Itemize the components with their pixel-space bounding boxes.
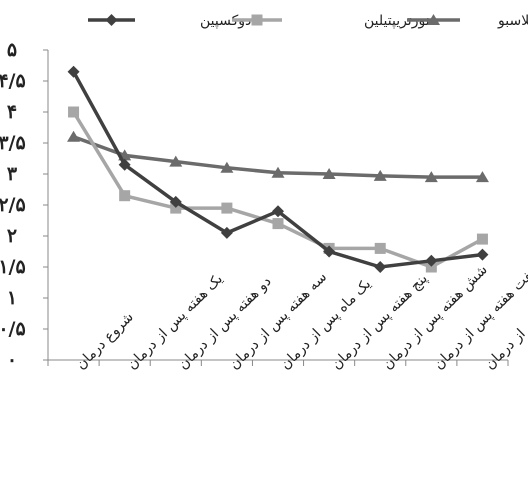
data-point [323, 245, 336, 258]
data-point [424, 171, 438, 183]
data-point [271, 166, 285, 178]
y-tick-label: ۱/۵ [0, 256, 26, 278]
data-point [374, 261, 387, 273]
series-square [68, 106, 488, 273]
data-point [68, 106, 80, 118]
data-point [118, 158, 131, 171]
x-tick-label: یک ماه پس از درمان [278, 276, 375, 373]
y-axis: ۰ ۰/۵ ۱ ۱/۵ ۲ ۲/۵ ۳ ۳/۵ ۴ ۴/۵ ۵ [0, 39, 49, 371]
series-layer [67, 65, 489, 273]
y-tick-label: ۳/۵ [0, 132, 26, 154]
x-tick-label: دو هفته پس از درمان [175, 274, 274, 373]
y-tick-label: ۴/۵ [0, 70, 26, 92]
data-point [170, 202, 182, 214]
y-tick-label: ۴ [7, 101, 17, 123]
legend-marker [427, 14, 440, 25]
data-point [475, 171, 489, 183]
data-point [425, 261, 437, 273]
legend: دوکسپین نورتریپتیلین پلاسبو [88, 13, 528, 29]
data-point [476, 233, 488, 245]
data-point [272, 205, 284, 218]
y-tick-label: ۲/۵ [0, 194, 26, 216]
data-point [67, 65, 80, 78]
legend-item: پلاسبو [407, 13, 528, 29]
data-point [220, 226, 233, 239]
y-tick-label: ۳ [7, 163, 18, 185]
legend-item: نورتریپتیلین [232, 13, 430, 29]
y-tick-label: ۱ [7, 287, 17, 309]
x-tick-label: یک هفته پس از درمان [124, 271, 226, 373]
data-point [272, 218, 284, 230]
legend-label: دوکسپین [200, 13, 251, 29]
x-tick-label: سه هفته پس از درمان [226, 269, 330, 373]
data-point [425, 254, 438, 267]
y-tick-label: ۲ [7, 225, 17, 247]
data-point [220, 161, 234, 173]
data-point [169, 195, 182, 208]
legend-item: دوکسپین [88, 13, 251, 29]
data-point [221, 202, 233, 214]
y-tick-label: ۵ [7, 39, 17, 61]
legend-label: نورتریپتیلین [364, 13, 430, 29]
legend-marker [105, 14, 118, 26]
data-point [322, 168, 336, 179]
y-tick-label: ۰ [7, 349, 17, 371]
legend-label: پلاسبو [497, 13, 528, 29]
y-tick-label: ۰/۵ [0, 318, 26, 340]
data-point [374, 242, 386, 254]
data-point [476, 248, 489, 261]
series-triangle [67, 130, 489, 183]
series-line [72, 111, 484, 269]
data-point [119, 190, 131, 202]
x-tick-label: پنج هفته پس از درمان [329, 271, 431, 373]
data-point [67, 130, 81, 142]
data-point [373, 169, 387, 181]
data-point [169, 155, 183, 167]
legend-marker [251, 14, 263, 26]
series-diamond [67, 65, 489, 273]
